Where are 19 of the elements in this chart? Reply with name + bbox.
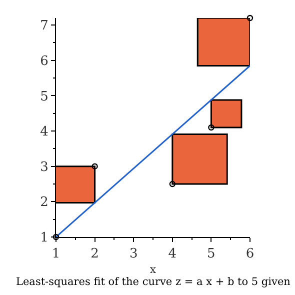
x-tick-label: 6 [246,246,254,262]
y-tick-label: 3 [40,160,48,175]
point [169,180,176,188]
x-tick-label: 2 [90,246,99,262]
x-tick-label: 3 [129,246,138,262]
x-tick-label: 1 [52,246,60,262]
x-axis-title: x [150,262,157,276]
y-tick-label: 5 [40,89,48,104]
x-tick-label: 4 [168,246,177,262]
text: Least-squares fit of the curve z = a x + b to 5 given [16,276,291,288]
y-tick-label: 1 [40,230,48,246]
point [208,124,214,131]
y-tick-label: 2 [40,195,48,210]
point [246,14,254,22]
point [92,163,98,170]
x-tick-label: 5 [207,246,216,262]
y-tick-label: 7 [40,18,48,34]
y-tick-label: 4 [40,124,48,140]
y-tick-label: 6 [40,54,48,69]
